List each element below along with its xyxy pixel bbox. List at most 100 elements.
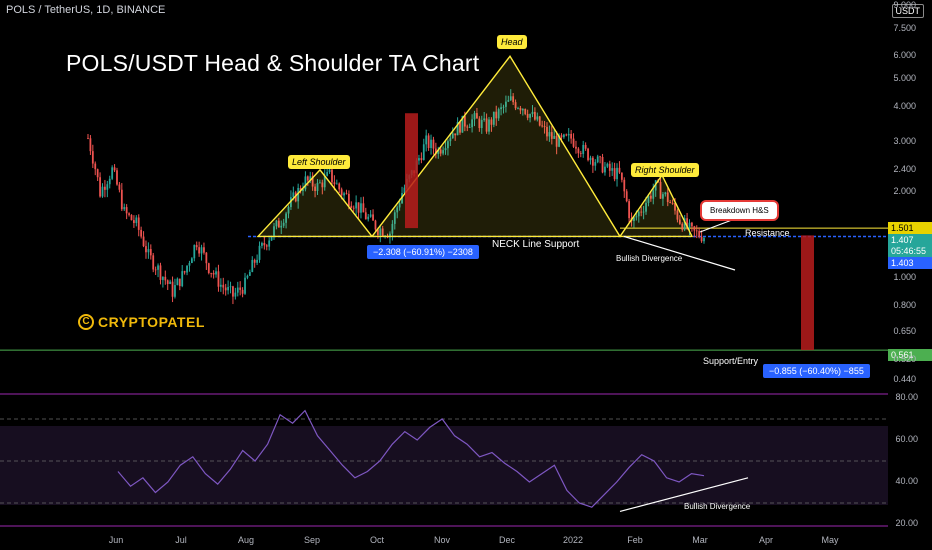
y-tick-label: 0.650 <box>893 325 916 336</box>
candle-body <box>357 202 360 213</box>
candle-body <box>350 205 353 208</box>
head-triangle <box>370 55 622 238</box>
candle <box>316 179 319 195</box>
candle-body <box>215 271 217 275</box>
candle <box>343 191 345 200</box>
candle-body <box>210 272 213 274</box>
candle <box>512 93 515 105</box>
rsi-line <box>117 409 705 508</box>
candle-body <box>248 271 251 276</box>
candle <box>468 123 471 129</box>
candle <box>319 179 321 184</box>
candle <box>591 156 594 173</box>
x-tick-label: Feb <box>627 535 643 545</box>
candle-body <box>200 247 203 254</box>
candle <box>669 199 672 204</box>
candle-body <box>577 148 580 154</box>
candle <box>596 154 599 164</box>
candle <box>531 105 534 118</box>
y-tick-label: 0.520 <box>893 353 916 364</box>
candle-body <box>261 243 263 246</box>
candle <box>265 244 268 251</box>
currency-badge[interactable]: USDT <box>891 4 924 18</box>
candle <box>118 181 121 193</box>
candle <box>335 179 338 185</box>
candle <box>108 175 111 189</box>
candle <box>113 164 116 173</box>
x-tick-label: Aug <box>237 535 255 545</box>
candle-body <box>425 135 428 145</box>
candle <box>579 150 582 158</box>
candle <box>599 155 602 164</box>
candle <box>212 270 215 279</box>
candle-body <box>116 170 118 185</box>
candle-body <box>256 259 258 263</box>
candle <box>311 172 314 191</box>
candle-body <box>432 139 435 149</box>
candle <box>203 242 205 255</box>
candle-body <box>159 265 162 280</box>
candle-body <box>389 233 391 238</box>
candle <box>99 172 101 198</box>
candle <box>645 196 647 215</box>
candle-body <box>323 175 326 188</box>
candle <box>575 140 577 154</box>
candle-body <box>587 148 589 161</box>
candle <box>106 180 109 198</box>
candle <box>297 183 300 209</box>
measure-right-box <box>801 235 814 351</box>
rsi-tick-label: 80.00 <box>895 392 918 402</box>
candle <box>659 176 662 199</box>
candle-body <box>439 149 442 154</box>
candle <box>147 242 150 259</box>
candle-body <box>647 195 650 203</box>
candle <box>459 120 461 135</box>
candle <box>193 244 196 262</box>
support-entry-label: Support/Entry <box>703 356 759 366</box>
candle-body <box>137 217 140 230</box>
candle-body <box>277 220 280 228</box>
neckline-price-tag: 1.403 <box>888 257 932 269</box>
candle <box>251 256 254 273</box>
candle <box>509 89 512 101</box>
candle-body <box>149 249 152 256</box>
candle-body <box>319 182 321 184</box>
candle <box>420 152 423 164</box>
candle-body <box>198 247 201 254</box>
symbol-line: POLS / TetherUS, 1D, BINANCE <box>6 4 166 16</box>
candle-body <box>618 167 621 173</box>
candle <box>546 122 548 141</box>
candle <box>367 213 370 222</box>
candle <box>362 196 365 213</box>
candle-body <box>234 292 237 297</box>
candle-body <box>157 265 159 270</box>
candle-body <box>309 176 312 181</box>
candle <box>205 252 208 270</box>
candle-body <box>251 259 254 272</box>
candle <box>485 113 488 134</box>
candle <box>505 95 507 113</box>
candle-body <box>212 272 215 275</box>
rsi-tick-label: 20.00 <box>895 518 918 528</box>
candle <box>570 130 573 144</box>
candle-body <box>174 285 176 297</box>
candle-body <box>217 271 220 287</box>
candle <box>142 231 145 248</box>
candle-body <box>678 219 681 224</box>
bar-countdown-tag: 05:46:55 <box>888 245 932 257</box>
candle-body <box>326 172 329 176</box>
candle-body <box>558 135 560 147</box>
candle-body <box>524 108 527 114</box>
candle-body <box>270 235 273 241</box>
candle-body <box>263 243 266 246</box>
candle <box>145 240 147 259</box>
candle <box>678 215 681 225</box>
candle-body <box>613 168 616 180</box>
candle-body <box>101 186 104 197</box>
candle <box>606 162 609 169</box>
candle <box>534 107 536 121</box>
candle-body <box>560 135 563 138</box>
candle-body <box>700 236 703 242</box>
candle-body <box>145 246 147 253</box>
